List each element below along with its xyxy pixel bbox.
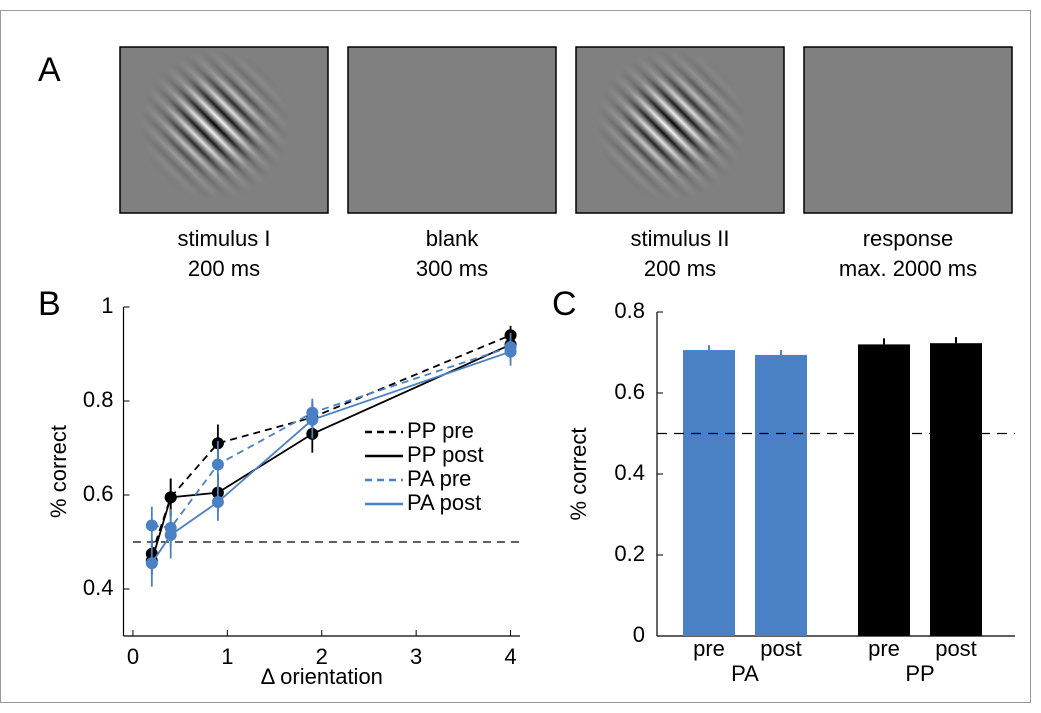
legend-label: PA post (407, 490, 481, 515)
x-tick-label: 1 (221, 644, 233, 669)
data-point (211, 458, 224, 471)
y-axis-label: % correct (46, 425, 71, 518)
y-tick-label: 0.4 (83, 575, 114, 600)
x-tick-label: pre (693, 636, 725, 661)
bar (858, 344, 910, 636)
x-axis-label: Δ orientation (261, 664, 383, 689)
y-tick-label: 0.4 (614, 460, 645, 485)
x-tick-label: 0 (127, 644, 139, 669)
y-tick-label: 0.8 (614, 298, 645, 323)
grating (140, 50, 290, 200)
panel-a: stimulus I 200 ms blank 300 ms stimulus II 20… (119, 46, 1013, 281)
caption: 200 ms (644, 256, 716, 281)
panel-label: A (38, 51, 61, 89)
bar (930, 343, 982, 636)
x-tick-label: pre (868, 636, 900, 661)
x-tick-label: post (760, 636, 802, 661)
stimulus-frame (803, 46, 1013, 214)
x-tick-label: 3 (410, 644, 422, 669)
caption: stimulus II (630, 226, 729, 251)
x-tick-label: 4 (504, 644, 516, 669)
y-tick-label: 0 (633, 622, 645, 647)
data-point (504, 345, 517, 358)
data-point (164, 528, 177, 541)
y-tick-label: 0.6 (83, 481, 114, 506)
charts: B 0.4 0.6 0.8 1 0 1 2 3 4 Δ orientation % correct PP… (38, 285, 1015, 689)
panel-label: B (38, 285, 61, 323)
caption: 300 ms (416, 256, 488, 281)
y-tick-label: 1 (101, 293, 113, 318)
group-label: PP (905, 661, 934, 686)
data-point (164, 491, 177, 504)
y-tick-label: 0.6 (614, 379, 645, 404)
bar (755, 354, 807, 636)
stimulus-frame (347, 46, 557, 214)
group-label: PA (731, 661, 759, 686)
data-point (145, 557, 158, 570)
y-tick-label: 0.2 (614, 541, 645, 566)
legend-label: PP pre (407, 418, 474, 443)
x-tick-label: post (935, 636, 977, 661)
x-tick-label: 2 (316, 644, 328, 669)
caption: max. 2000 ms (839, 256, 977, 281)
data-point (211, 496, 224, 509)
y-axis-label: % correct (566, 428, 591, 521)
data-point (306, 413, 319, 426)
data-point (145, 519, 158, 532)
caption: response (863, 226, 954, 251)
panel-label: C (552, 285, 577, 323)
grating (596, 50, 746, 200)
legend-label: PP post (407, 442, 484, 467)
legend-label: PA pre (407, 466, 471, 491)
caption: stimulus I (178, 226, 271, 251)
y-tick-label: 0.8 (83, 387, 114, 412)
caption: blank (426, 226, 480, 251)
bar (683, 350, 735, 636)
caption: 200 ms (188, 256, 260, 281)
figure-border (0, 10, 1031, 703)
